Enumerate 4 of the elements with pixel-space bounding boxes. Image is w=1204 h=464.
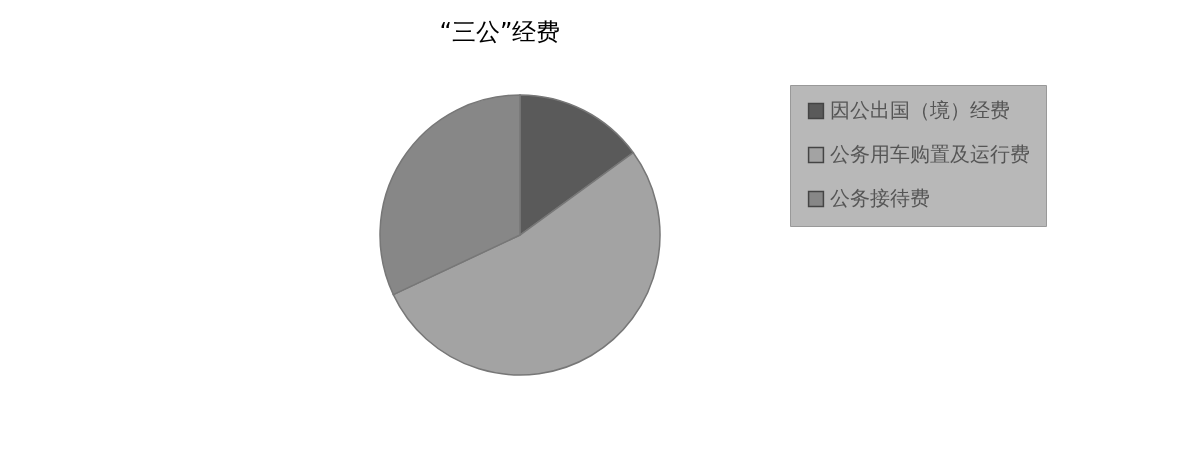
legend-label: 因公出国（境）经费 [830, 98, 1010, 122]
chart-title: “三公”经费 [439, 17, 561, 46]
legend-label: 公务用车购置及运行费 [830, 142, 1030, 166]
legend-label: 公务接待费 [830, 186, 930, 210]
